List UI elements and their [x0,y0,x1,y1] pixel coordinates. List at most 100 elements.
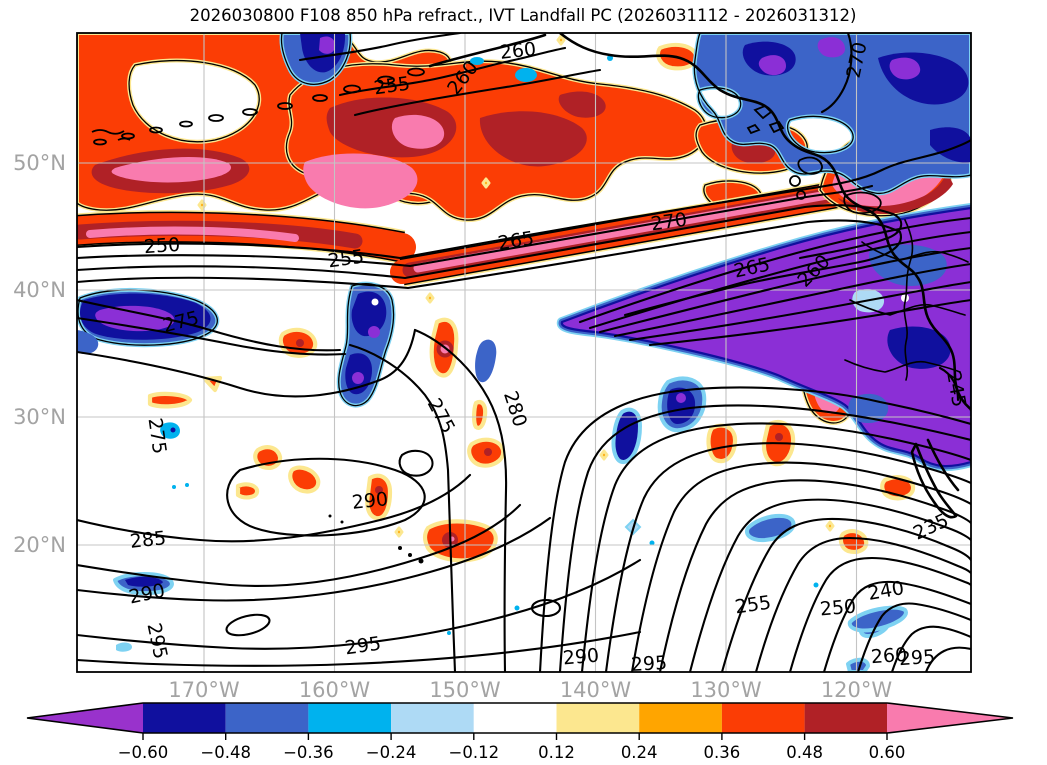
colorbar-seg4 [391,703,474,733]
shade-purple [889,57,921,80]
coastlines [91,33,971,564]
shade-purple-dot [676,393,686,403]
refractivity-contours [77,33,971,672]
contour-label: 250 [819,595,857,620]
shade-white-dot [371,298,379,306]
positive-shading [77,33,960,563]
cbar-tick: −0.24 [366,743,417,762]
cbar-tick: 0.36 [704,743,741,762]
shade-pink [303,153,418,209]
shade-pink [391,114,445,149]
colorbar-seg7 [639,703,722,733]
shade-darkred [838,172,953,214]
outline [338,283,395,407]
outline [693,33,971,195]
shade-ar-band [390,178,858,287]
contour-label: 275 [144,417,171,456]
colorbar-seg5 [473,703,557,733]
lon-label-120w: 120°W [821,678,893,702]
shade-sky-dot [185,483,189,487]
cbar-tick: 0.48 [786,743,823,762]
lon-label-140w: 140°W [560,678,632,702]
contour-label: 295 [898,646,936,670]
cbar-tick: 0.12 [538,743,575,762]
x-axis-labels: 170°W 160°W 150°W 140°W 130°W 120°W [168,678,892,702]
contour-label: 270 [650,209,689,236]
contour-label: 290 [562,644,600,669]
shade-sky-dot [515,68,537,82]
colorbar-seg8 [721,703,805,733]
colorbar-ticks [142,733,888,740]
shade-left-band [77,210,416,264]
cbar-tick: −0.48 [200,743,251,762]
contour-label: 260 [870,644,908,668]
colorbar-under-arrow [27,703,143,733]
colorbar-seg2 [225,703,309,733]
shade-navy [125,576,163,587]
shade-sky-dot [470,57,484,65]
contour-label: 295 [344,633,383,660]
map-content: 250 255 255 260 260 265 270 270 265 260 … [77,33,971,676]
contour-label: 255 [734,592,773,619]
shade-purple-wedge [556,203,971,472]
contour-label: 250 [143,234,181,258]
shade-streak [847,605,908,633]
colorbar-seg3 [308,703,392,733]
lon-label-150w: 150°W [429,678,501,702]
shade-cyan-dash [116,642,132,652]
shade-darkred [479,111,587,167]
lat-label-20n: 20°N [13,533,66,557]
shade-navy [667,387,696,424]
colorbar-over-arrow [887,703,1013,733]
shade-sky-dot [172,485,176,489]
contour-label: 255 [373,73,412,100]
lat-label-30n: 30°N [13,405,66,429]
shade-yellow-dots [197,34,835,538]
shade-purple-dot [368,326,380,338]
colorbar-seg9 [804,703,887,733]
contour-label: 285 [129,527,167,553]
colorbar-seg6 [556,703,640,733]
contour-label: 255 [327,246,366,273]
shade-navy-dot [170,427,176,433]
lon-label-170w: 170°W [168,678,240,702]
colorbar-tick-labels: −0.60 −0.48 −0.36 −0.24 −0.12 0.12 0.24 … [118,743,906,762]
plot-border [76,32,972,673]
shade-sky-dot [649,540,655,546]
cbar-tick: 0.24 [621,743,658,762]
shade-darkred-dot [775,433,783,441]
cbar-tick: 0.60 [869,743,906,762]
negative-shading [77,33,971,672]
cbar-tick: −0.60 [118,743,169,762]
shade-navy [930,127,971,163]
lat-label-40n: 40°N [13,278,66,302]
hawaii-islands [328,514,424,564]
shade-darkred [558,91,606,118]
shade-sky-dot [447,631,451,635]
shade-royal-tail [77,330,99,354]
contour-label: 295 [630,652,667,676]
shade-streak [846,657,870,672]
lat-label-50n: 50°N [13,151,66,175]
contour-label: 290 [351,488,389,514]
cbar-tick: −0.36 [283,743,334,762]
shade-darkred-dot [375,486,383,494]
chart-title: 2026030800 F108 850 hPa refract., IVT La… [190,6,857,25]
colorbar-seg1 [143,703,226,733]
y-axis-labels: 50°N 40°N 30°N 20°N [13,151,66,557]
shade-darkred-dot [296,339,304,347]
colorbar: −0.60 −0.48 −0.36 −0.24 −0.12 0.12 0.24 … [26,702,1014,762]
cbar-tick: −0.12 [449,743,500,762]
shade-spot [160,422,180,439]
lon-label-160w: 160°W [299,678,371,702]
shade-purple [758,55,786,76]
shade-darkred-dot [484,448,492,456]
shade-sky-dot [813,582,819,588]
aleutian-islands [93,67,425,146]
lon-label-130w: 130°W [690,678,762,702]
shade-purple [817,37,846,58]
shade-purple-dot [352,372,364,384]
contour-label: 260 [499,38,537,64]
